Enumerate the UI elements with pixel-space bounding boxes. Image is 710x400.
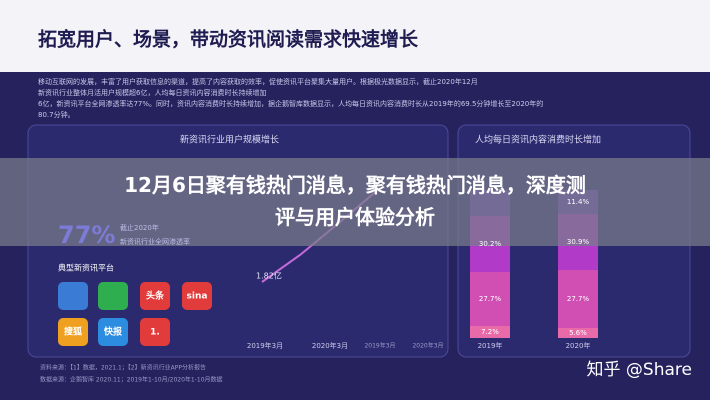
x-label: 2019年3月 (364, 342, 395, 350)
icon-label: 头条 (146, 290, 165, 302)
segment-label: 27.7% (567, 295, 590, 303)
note: 截止2020年 (120, 223, 159, 232)
app-icon (140, 318, 170, 346)
note: 新资讯行业全网渗透率 (120, 237, 190, 246)
x-label: 2020年3月 (312, 341, 348, 350)
icon-label: 快报 (104, 326, 122, 338)
segment-label: 11.4% (567, 198, 590, 206)
segment-label: 27.7% (479, 295, 502, 303)
paragraph-line: 移动互联网的发展，丰富了用户获取信息的渠道，提高了内容获取的效率，促使资讯平台聚… (38, 77, 478, 86)
bar-label: 2019年 (478, 341, 503, 350)
icon-label: 搜狐 (64, 326, 82, 338)
segment-label: 7.2% (481, 328, 499, 336)
panel-title: 人均每日资讯内容消费时长增加 (475, 134, 601, 146)
app-icon (98, 282, 128, 310)
platforms-title: 典型新资讯平台 (58, 263, 114, 273)
paragraph-line: 80.7分钟。 (38, 110, 75, 119)
overlay-title: 12月6日聚有钱热门消息，聚有钱热门消息，深度测评与用户体验分析 (124, 173, 586, 229)
x-label: 2019年3月 (247, 341, 283, 350)
point-label: 1.82亿 (256, 271, 282, 281)
segment-label: 30.2% (479, 240, 502, 248)
panel-title: 新资讯行业用户规模增长 (180, 134, 279, 146)
bar-label: 2020年 (566, 341, 591, 350)
icon-label: 1. (150, 328, 160, 338)
watermark: 知乎 @Share (587, 360, 692, 380)
bar-seg (470, 272, 510, 326)
app-icon (140, 282, 170, 310)
footer-line: 数据来源：企鹅智库 2020.11；2019年1-10月/2020年1-10月数… (40, 376, 223, 384)
overlay-band (0, 158, 710, 246)
title-area (0, 0, 710, 72)
bar-seg (470, 326, 510, 338)
paragraph-line: 新资讯行业整体月活用户规模超6亿，人均每日资讯内容消费时长持续增加 (38, 88, 266, 97)
app-icon (58, 282, 88, 310)
footer-line: 资料来源：【1】数据，2021.1；【2】新资讯行业APP分析报告 (40, 364, 206, 372)
x-label: 2020年3月 (412, 342, 443, 350)
segment-label: 30.9% (567, 238, 590, 246)
bar-seg (558, 328, 598, 338)
slide-title: 拓宽用户、场景，带动资讯阅读需求快速增长 (38, 28, 419, 51)
icon-label: sina (187, 292, 208, 302)
bar-seg (558, 270, 598, 328)
app-icon (58, 318, 88, 346)
big-value: 77% (58, 221, 115, 249)
app-icon (182, 282, 212, 310)
paragraph-line: 6亿，新资讯平台全网渗透率达77%。同时，资讯内容消费时长持续增加，据企鹅智库数… (38, 99, 543, 108)
segment-label: 5.6% (569, 329, 587, 337)
app-icon (98, 318, 128, 346)
